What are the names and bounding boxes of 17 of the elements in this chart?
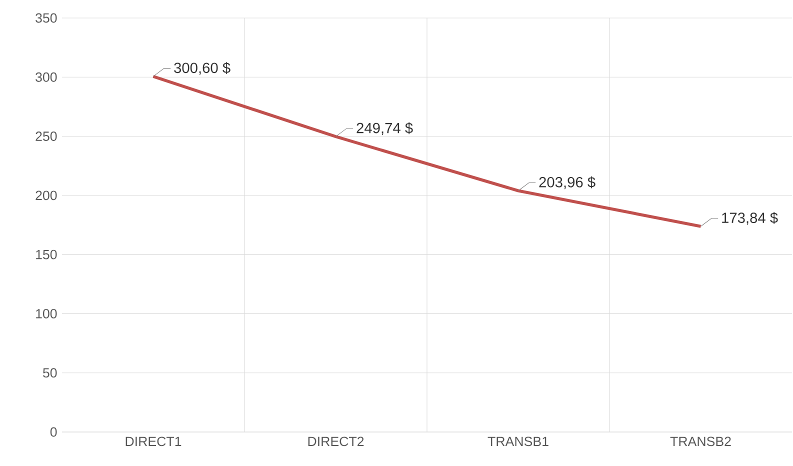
y-tick-label: 50 [43,368,57,378]
line-series [152,74,702,228]
data-label: 203,96 $ [539,176,596,190]
y-tick-label: 0 [50,427,57,437]
x-tick-label: DIRECT2 [308,436,364,446]
y-tick-label: 200 [36,190,57,200]
y-tick-label: 100 [36,308,57,318]
data-label: 173,84 $ [722,212,778,225]
x-tick-label: TRANSB2 [670,436,731,446]
y-tick-label: 300 [36,72,57,82]
y-tick-label: 350 [36,13,57,23]
data-label: 300,60 $ [174,62,230,75]
y-tick-label: 250 [36,132,57,141]
x-tick-label: TRANSB1 [488,436,548,446]
data-label: 249,74 $ [356,122,413,135]
x-tick-label: DIRECT1 [126,436,182,446]
y-tick-label: 150 [36,250,57,260]
